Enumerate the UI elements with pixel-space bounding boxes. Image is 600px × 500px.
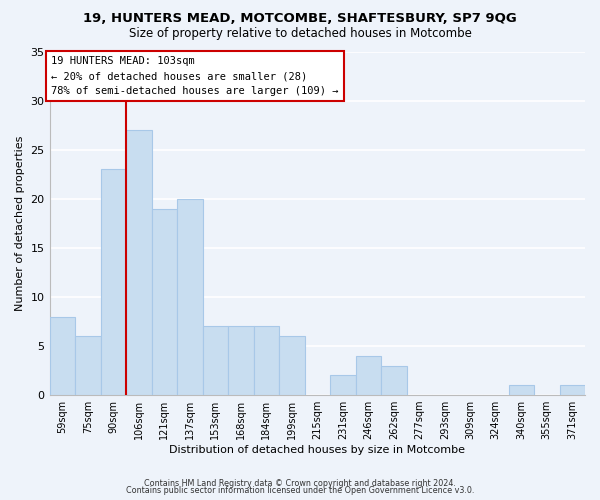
Bar xyxy=(203,326,228,395)
Bar xyxy=(381,366,407,395)
Text: Contains HM Land Registry data © Crown copyright and database right 2024.: Contains HM Land Registry data © Crown c… xyxy=(144,478,456,488)
Text: Contains public sector information licensed under the Open Government Licence v3: Contains public sector information licen… xyxy=(126,486,474,495)
X-axis label: Distribution of detached houses by size in Motcombe: Distribution of detached houses by size … xyxy=(169,445,465,455)
Bar xyxy=(509,386,534,395)
Text: 19, HUNTERS MEAD, MOTCOMBE, SHAFTESBURY, SP7 9QG: 19, HUNTERS MEAD, MOTCOMBE, SHAFTESBURY,… xyxy=(83,12,517,26)
Bar xyxy=(177,198,203,395)
Bar xyxy=(254,326,279,395)
Bar xyxy=(279,336,305,395)
Bar xyxy=(356,356,381,395)
Bar xyxy=(75,336,101,395)
Bar xyxy=(330,376,356,395)
Bar xyxy=(126,130,152,395)
Bar xyxy=(560,386,585,395)
Bar xyxy=(228,326,254,395)
Y-axis label: Number of detached properties: Number of detached properties xyxy=(15,136,25,311)
Bar xyxy=(101,170,126,395)
Text: Size of property relative to detached houses in Motcombe: Size of property relative to detached ho… xyxy=(128,28,472,40)
Text: 19 HUNTERS MEAD: 103sqm
← 20% of detached houses are smaller (28)
78% of semi-de: 19 HUNTERS MEAD: 103sqm ← 20% of detache… xyxy=(51,56,338,96)
Bar xyxy=(50,316,75,395)
Bar xyxy=(152,208,177,395)
